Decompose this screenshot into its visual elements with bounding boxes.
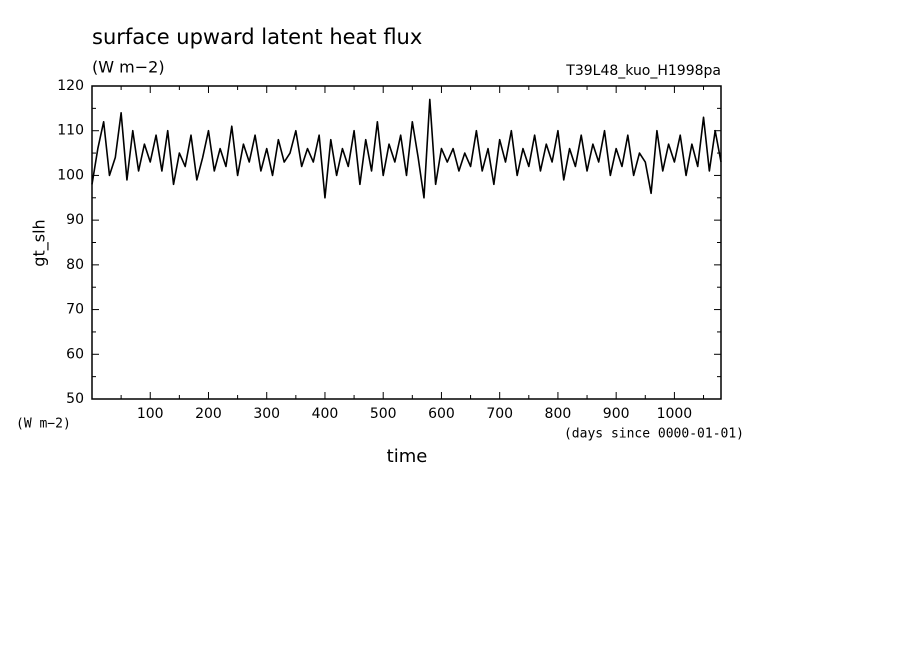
y-tick-label: 100 xyxy=(57,167,84,183)
x-tick-label: 900 xyxy=(603,406,630,422)
y-tick-label: 120 xyxy=(57,78,84,94)
x-tick-label: 100 xyxy=(137,406,164,422)
annotation: T39L48_kuo_H1998pa xyxy=(565,63,721,79)
y-tick-label: 50 xyxy=(66,391,84,407)
y-units: (W m−2) xyxy=(16,417,71,432)
x-axis-label: time xyxy=(387,446,428,467)
x-tick-label: 300 xyxy=(253,406,280,422)
x-tick-label: 700 xyxy=(486,406,513,422)
data-line xyxy=(91,98,722,199)
chart-title: surface upward latent heat flux xyxy=(92,25,422,49)
y-tick-label: 80 xyxy=(66,257,84,273)
plot-frame xyxy=(91,85,722,400)
y-tick-label: 60 xyxy=(66,346,84,362)
y-tick-label: 90 xyxy=(66,212,84,228)
x-tick-label: 400 xyxy=(312,406,339,422)
y-tick-label: 110 xyxy=(57,123,84,139)
x-units: (days since 0000-01-01) xyxy=(564,427,744,442)
x-tick-label: 800 xyxy=(545,406,572,422)
x-tick-label: 1000 xyxy=(657,406,693,422)
subtitle: (W m−2) xyxy=(92,58,165,77)
x-tick-label: 600 xyxy=(428,406,455,422)
x-tick-label: 500 xyxy=(370,406,397,422)
y-tick-label: 70 xyxy=(66,302,84,318)
y-axis-label: gt_slh xyxy=(30,219,50,266)
x-tick-label: 200 xyxy=(195,406,222,422)
